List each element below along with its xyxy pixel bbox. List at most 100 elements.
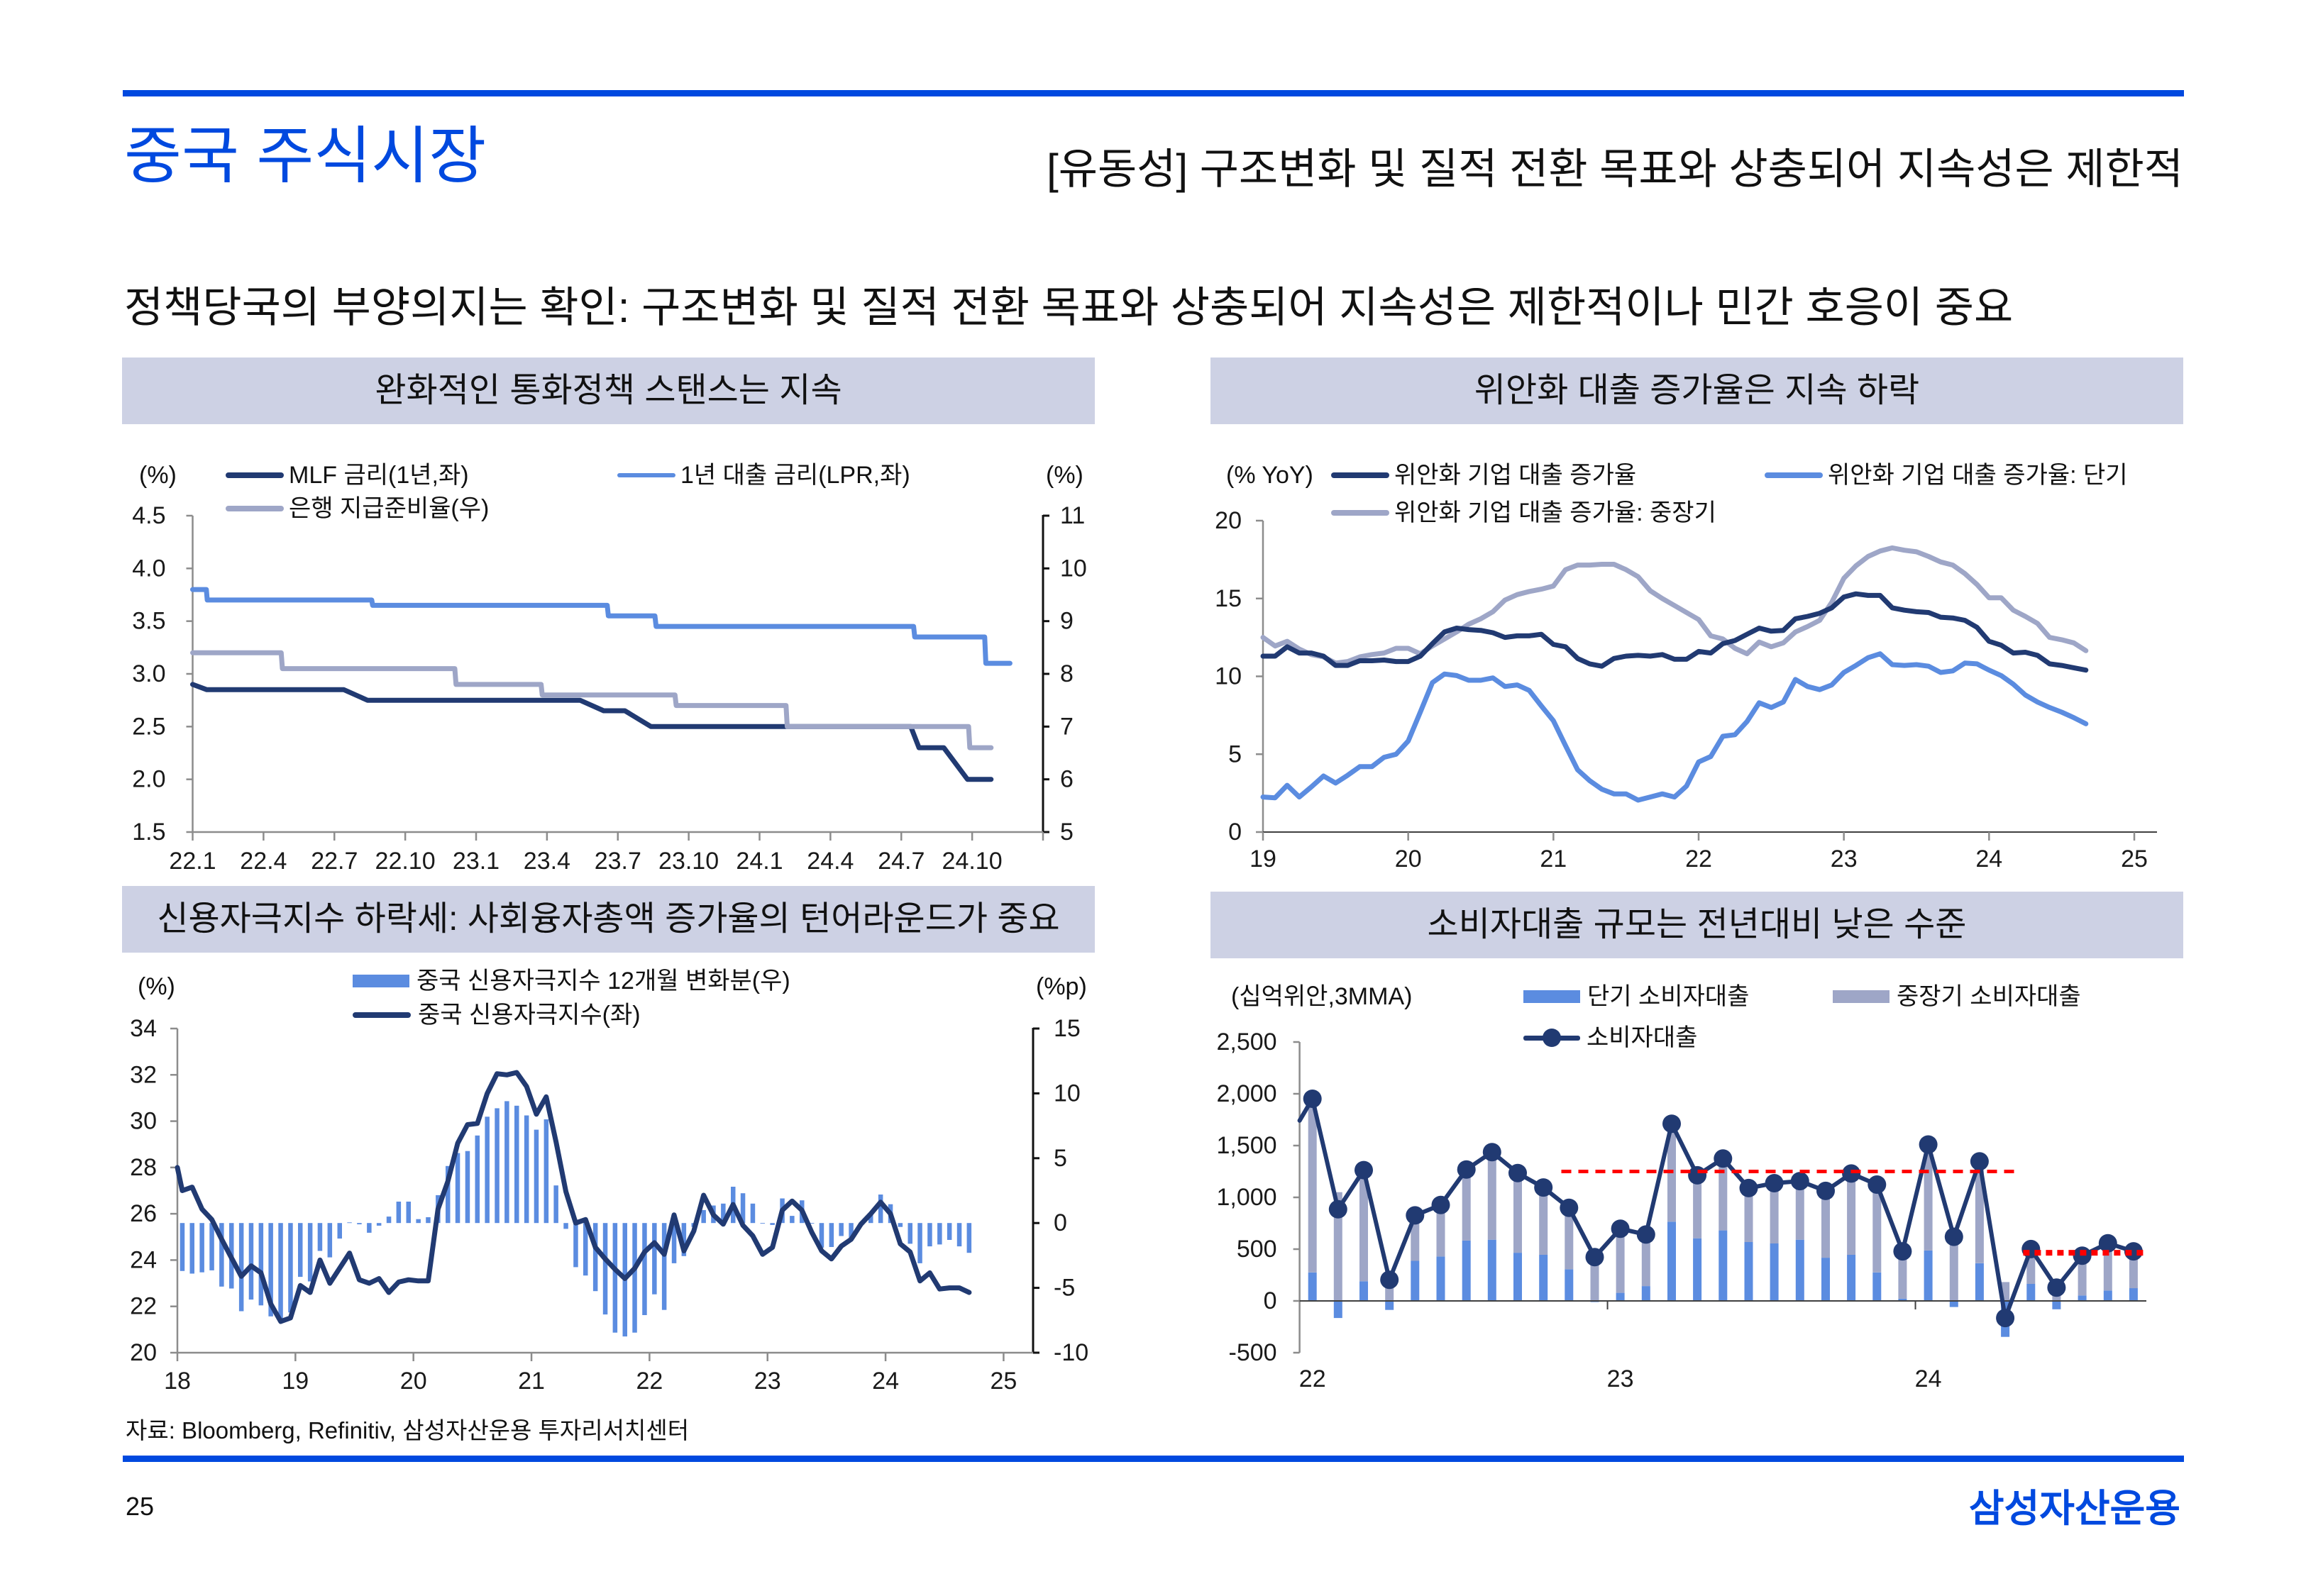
legend-label: 중장기 소비자대출: [1897, 983, 2081, 1010]
y-tick-label-left: 4.5: [132, 502, 165, 529]
legend-item-impulse: 중국 신용자극지수(좌): [353, 1003, 641, 1027]
bar-impulse-change: [317, 1223, 323, 1251]
bar-impulse-change: [770, 1223, 775, 1225]
x-tick-label: 19: [1249, 846, 1276, 872]
bar-impulse-change: [426, 1217, 431, 1224]
bar-impulse-change: [583, 1223, 588, 1276]
bar-impulse-change: [307, 1223, 313, 1282]
bar-short: [1975, 1263, 1984, 1301]
bar-impulse-change: [966, 1223, 972, 1253]
y-tick-label-right: 10: [1054, 1080, 1081, 1107]
bar-impulse-change: [956, 1223, 962, 1247]
bar-impulse-change: [642, 1223, 647, 1315]
marker-total: [1688, 1165, 1707, 1185]
bar-impulse-change: [829, 1223, 834, 1247]
legend-swatch-line: [1765, 472, 1823, 478]
panel-title-credit-impulse: 신용자극지수 하락세: 사회융자총액 증가율의 턴어라운드가 중요: [122, 886, 1095, 953]
legend-swatch-bar: [1833, 990, 1890, 1003]
x-tick-label: 22.1: [169, 848, 216, 875]
marker-total: [1611, 1219, 1630, 1238]
marker-total: [1380, 1270, 1399, 1290]
bar-impulse-change: [721, 1203, 726, 1224]
y-tick-label: 10: [1215, 663, 1242, 690]
y-tick-label: 15: [1215, 585, 1242, 612]
legend-label: 위안화 기업 대출 증가율: [1394, 462, 1637, 489]
y-tick-label: 0: [1264, 1287, 1277, 1314]
marker-total: [2047, 1278, 2066, 1297]
bar-impulse-change: [563, 1223, 568, 1229]
y-tick-label-left: 24: [130, 1246, 157, 1273]
y-tick-label: 1,500: [1217, 1132, 1277, 1159]
legend-item-mlf: MLF 금리(1년,좌): [226, 463, 469, 487]
bar-short: [1565, 1269, 1574, 1301]
bar-impulse-change: [898, 1223, 903, 1227]
marker-total: [1406, 1206, 1425, 1225]
y-tick-label-left: 34: [130, 1015, 157, 1042]
legend-item-consumer-loans: 소비자대출: [1523, 1026, 1697, 1050]
y-tick-label-right: 6: [1060, 766, 1074, 793]
bar-mid-long: [1949, 1231, 1958, 1301]
bar-impulse-change: [839, 1223, 844, 1236]
x-tick-label: 23.1: [453, 848, 500, 875]
y-tick-label-left: 20: [130, 1339, 157, 1366]
bar-impulse-change: [495, 1108, 500, 1224]
legend-swatch-line: [617, 473, 675, 477]
bar-impulse-change: [219, 1223, 224, 1287]
legend-label: MLF 금리(1년,좌): [289, 462, 469, 489]
bar-impulse-change: [180, 1223, 185, 1271]
legend-item-total-loans: 위안화 기업 대출 증가율: [1331, 463, 1636, 487]
bar-short: [1898, 1298, 1907, 1301]
y-tick-label-left: 28: [130, 1154, 157, 1181]
bar-short: [1719, 1230, 1728, 1301]
bar-mid-long: [1565, 1207, 1574, 1270]
x-tick-label: 20: [400, 1368, 427, 1395]
marker-total: [1970, 1152, 1989, 1171]
bar-short: [1436, 1256, 1445, 1301]
bar-short: [1616, 1292, 1625, 1301]
bar-impulse-change: [367, 1223, 372, 1233]
bar-impulse-change: [209, 1223, 214, 1270]
y-tick-label: 20: [1215, 507, 1242, 534]
panel-title-consumer-loans: 소비자대출 규모는 전년대비 낮은 수준: [1210, 892, 2183, 958]
bar-impulse-change: [740, 1193, 746, 1224]
page-subtitle: 정책당국의 부양의지는 확인: 구조변화 및 질적 전환 목표와 상충되어 지속…: [124, 284, 2014, 331]
legend-label: 위안화 기업 대출 증가율: 중장기: [1394, 499, 1716, 526]
bar-short: [1462, 1240, 1471, 1301]
y-tick-label-right: 10: [1060, 555, 1087, 582]
x-tick-label: 22: [1685, 846, 1712, 872]
x-tick-label: 23: [1607, 1365, 1634, 1392]
y-axis-unit: (십억위안,3MMA): [1231, 983, 1413, 1010]
bar-short: [1385, 1301, 1394, 1310]
bar-impulse-change: [534, 1129, 539, 1224]
x-tick-label: 23.10: [658, 848, 719, 875]
bar-impulse-change: [927, 1223, 932, 1247]
series-line-total: [1260, 591, 2089, 673]
bar-impulse-change: [337, 1223, 342, 1239]
series-line-lpr: [190, 587, 1013, 666]
bar-impulse-change: [760, 1223, 765, 1224]
bar-mid-long: [1795, 1181, 1804, 1240]
y-tick-label-left: 2.0: [132, 766, 165, 793]
legend-label: 위안화 기업 대출 증가율: 단기: [1828, 462, 2128, 489]
bar-impulse-change: [750, 1203, 756, 1224]
legend-label: 중국 신용자극지수(좌): [418, 1002, 641, 1029]
y-tick-label-left: 3.0: [132, 660, 165, 687]
marker-total: [1457, 1160, 1476, 1179]
legend-swatch-line: [226, 472, 284, 478]
page-title: [유동성] 구조변화 및 질적 전환 목표와 상충되어 지속성은 제한적: [1047, 145, 2183, 193]
bar-short: [1949, 1301, 1958, 1307]
x-tick-label: 24: [1915, 1365, 1942, 1392]
bar-mid-long: [1487, 1152, 1496, 1240]
bar-impulse-change: [790, 1216, 795, 1224]
bar-impulse-change: [455, 1153, 460, 1224]
chart-credit-impulse: 20 22 24 26 28 30 32 34 -10 -5 0 5 10 15 18 19 20 21 22 23 2…: [122, 965, 1101, 1419]
y-tick-label: 1,000: [1217, 1184, 1277, 1211]
panel-title-loan-growth: 위안화 대출 증가율은 지속 하락: [1210, 358, 2183, 424]
x-tick-label: 25: [990, 1368, 1017, 1395]
x-tick-label: 21: [1540, 846, 1567, 872]
bar-impulse-change: [258, 1223, 264, 1306]
x-tick-label: 23.4: [524, 848, 570, 875]
marker-total: [1790, 1172, 1809, 1191]
bar-short: [1795, 1239, 1804, 1301]
bar-short: [2026, 1283, 2036, 1301]
